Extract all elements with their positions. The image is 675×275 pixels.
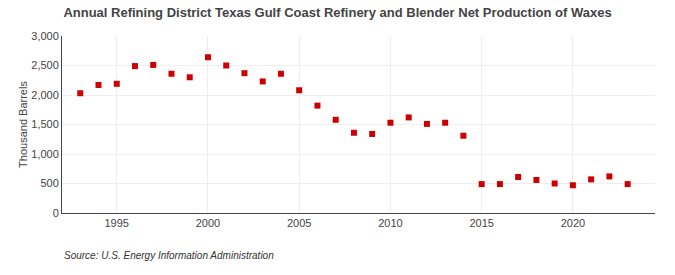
svg-text:0: 0 <box>53 207 59 219</box>
svg-text:2005: 2005 <box>287 217 311 229</box>
svg-text:1995: 1995 <box>104 217 128 229</box>
svg-text:2010: 2010 <box>378 217 402 229</box>
svg-text:Thousand Barrels: Thousand Barrels <box>17 81 29 168</box>
svg-text:1,500: 1,500 <box>31 118 59 130</box>
svg-text:2020: 2020 <box>561 217 585 229</box>
svg-text:2000: 2000 <box>196 217 220 229</box>
svg-text:2015: 2015 <box>469 217 493 229</box>
svg-text:Source: U.S. Energy Informatio: Source: U.S. Energy Information Administ… <box>64 250 274 261</box>
svg-text:Annual Refining District Texas: Annual Refining District Texas Gulf Coas… <box>63 5 611 20</box>
svg-text:1,000: 1,000 <box>31 148 59 160</box>
svg-text:2,000: 2,000 <box>31 89 59 101</box>
svg-text:500: 500 <box>40 177 58 189</box>
svg-text:2,500: 2,500 <box>31 59 59 71</box>
svg-text:3,000: 3,000 <box>31 30 59 42</box>
